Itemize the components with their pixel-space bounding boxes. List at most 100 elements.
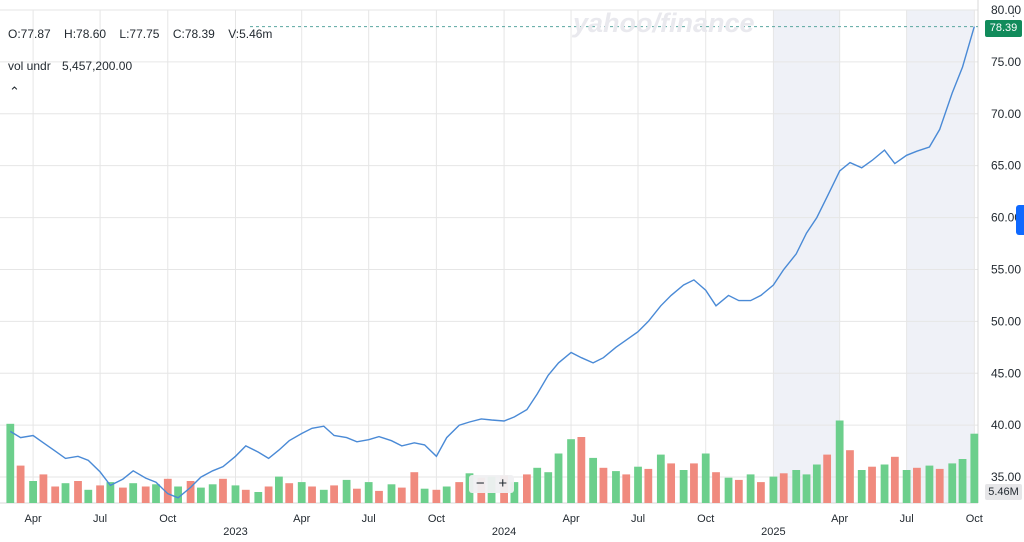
chevron-up-icon[interactable]: ⌃ <box>9 84 20 99</box>
x-tick-label: Oct <box>428 513 445 525</box>
volume-bar <box>679 470 688 503</box>
volume-bar <box>902 470 911 503</box>
legend-low: L:77.75 <box>119 27 160 41</box>
volume-bar <box>219 478 227 503</box>
zoom-controls: − + <box>469 475 514 493</box>
volume-bar <box>39 474 48 503</box>
volume-bar <box>554 453 563 503</box>
volume-bar <box>712 472 720 503</box>
legend-high: H:78.60 <box>64 27 107 41</box>
y-tick-label: 35.00 <box>991 470 1021 484</box>
current-volume-badge: 5.46M <box>985 484 1022 500</box>
ohlc-legend: O:77.87 H:78.60 L:77.75 C:78.39 V:5.46m <box>8 27 282 41</box>
volume-bar <box>455 482 464 503</box>
volume-bar <box>880 464 889 503</box>
volume-bar <box>119 487 127 503</box>
y-tick-label: 70.00 <box>991 107 1021 121</box>
x-tick-label: Oct <box>159 513 176 525</box>
y-tick-label: 60.00 <box>991 211 1021 225</box>
x-tick-label: Apr <box>562 513 579 525</box>
volume-bar <box>769 476 778 503</box>
shaded-period <box>773 10 840 503</box>
more-options-icon[interactable]: ⋮ <box>1008 7 1019 19</box>
zoom-out-button[interactable]: − <box>475 475 485 492</box>
volume-bar <box>197 487 205 503</box>
y-tick-label: 50.00 <box>991 314 1021 328</box>
volume-bar <box>701 453 710 503</box>
volume-bar <box>523 474 531 503</box>
volume-bar <box>622 474 631 503</box>
volume-indicator-label: vol undr <box>8 59 51 73</box>
volume-bar <box>308 486 316 503</box>
side-panel-tab[interactable] <box>1016 205 1024 235</box>
volume-bar <box>16 465 25 503</box>
y-tick-label: 75.00 <box>991 55 1021 69</box>
volume-bar <box>958 459 967 503</box>
volume-bar <box>868 466 876 503</box>
volume-bar <box>387 484 396 503</box>
y-tick-label: 45.00 <box>991 366 1021 380</box>
volume-bar <box>174 486 182 503</box>
legend-volume: V:5.46m <box>228 27 273 41</box>
year-tick-label: 2025 <box>761 526 785 538</box>
volume-bar <box>970 433 979 503</box>
volume-bar <box>599 467 608 503</box>
volume-bar <box>129 483 138 503</box>
volume-bar <box>835 420 844 503</box>
volume-bar <box>948 463 957 503</box>
volume-indicator-legend: vol undr 5,457,200.00 <box>8 59 140 73</box>
volume-bar <box>589 457 598 503</box>
y-tick-label: 80.00 <box>991 3 1021 17</box>
x-tick-label: Apr <box>293 513 310 525</box>
volume-bar <box>353 488 361 503</box>
volume-bar <box>29 481 38 503</box>
volume-bar <box>319 489 328 503</box>
volume-bar <box>779 473 788 503</box>
volume-bar <box>857 470 866 503</box>
volume-bar <box>533 467 542 503</box>
volume-bar <box>925 465 934 503</box>
volume-bar <box>634 466 642 503</box>
volume-bar <box>51 486 60 503</box>
volume-bar <box>208 484 217 503</box>
x-tick-label: Apr <box>831 513 848 525</box>
zoom-in-button[interactable]: + <box>498 475 508 492</box>
volume-bar <box>141 486 150 503</box>
volume-bar <box>432 489 441 503</box>
volume-bar <box>667 463 676 503</box>
volume-bar <box>420 488 429 503</box>
volume-bar <box>935 468 944 503</box>
yahoo-finance-watermark: yahoo/finance <box>573 8 755 38</box>
volume-bar <box>757 482 765 503</box>
volume-bar <box>577 437 586 503</box>
volume-bar <box>285 483 294 503</box>
volume-bar <box>163 478 172 503</box>
volume-indicator-value: 5,457,200.00 <box>62 59 133 73</box>
x-tick-label: Jul <box>631 513 645 525</box>
volume-bar <box>510 482 519 503</box>
x-tick-label: Jul <box>900 513 914 525</box>
price-line <box>9 26 975 499</box>
volume-bar <box>330 485 338 503</box>
volume-bar <box>746 474 755 503</box>
volume-bar <box>442 486 451 503</box>
volume-bar <box>690 463 698 503</box>
volume-bar <box>264 486 273 503</box>
volume-bar <box>544 472 553 503</box>
volume-bar <box>612 471 620 503</box>
volume-bar <box>913 467 921 503</box>
y-tick-label: 55.00 <box>991 262 1021 276</box>
volume-bar <box>644 468 653 503</box>
volume-bar <box>823 454 832 503</box>
legend-close: C:78.39 <box>172 27 215 41</box>
volume-bar <box>890 456 899 503</box>
year-tick-label: 2023 <box>223 526 247 538</box>
x-tick-label: Oct <box>697 513 714 525</box>
volume-bar <box>802 474 811 503</box>
volume-bar <box>410 472 419 503</box>
volume-bar <box>792 470 801 503</box>
volume-bar <box>6 423 15 503</box>
volume-bar <box>96 485 104 503</box>
volume-bar <box>724 477 733 503</box>
